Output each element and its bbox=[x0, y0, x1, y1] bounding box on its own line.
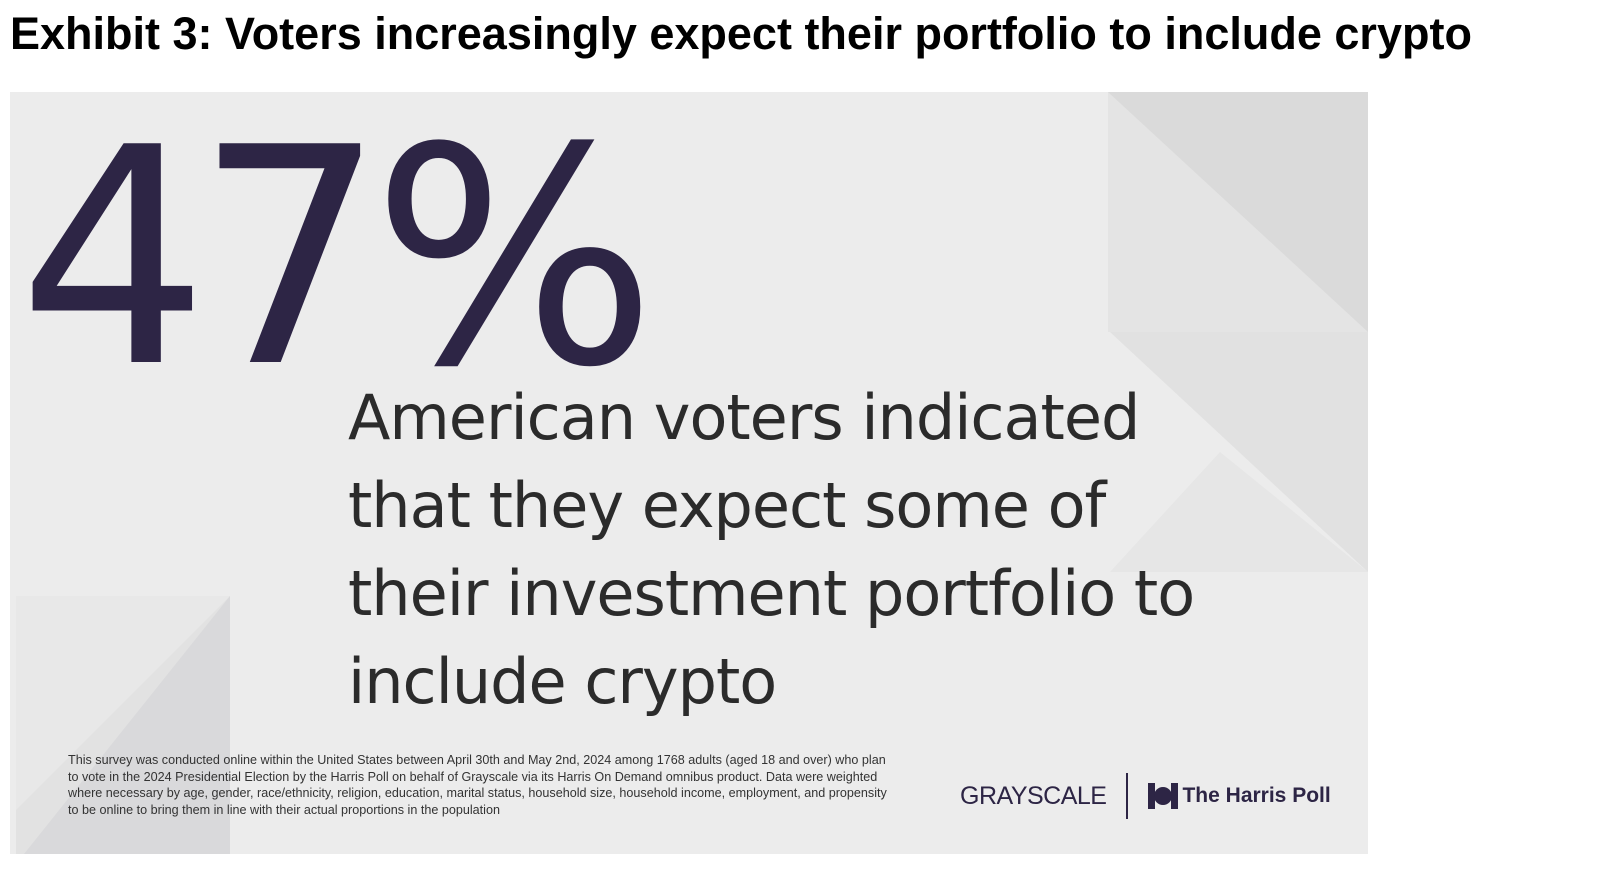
deco-triangle-mid-right bbox=[1110, 332, 1368, 572]
deco-triangle-bottom-left-b bbox=[24, 596, 230, 854]
headline-stat: 47% bbox=[18, 92, 657, 433]
harris-poll-logo: The Harris Poll bbox=[1148, 781, 1331, 811]
infographic-card: 47% American voters indicated that they … bbox=[10, 92, 1368, 854]
stat-statement: American voters indicated that they expe… bbox=[348, 381, 1195, 718]
logo-divider bbox=[1126, 773, 1129, 819]
deco-triangle-lower-right bbox=[1110, 452, 1368, 572]
exhibit-title: Exhibit 3: Voters increasingly expect th… bbox=[10, 8, 1472, 59]
survey-footnote: This survey was conducted online within … bbox=[68, 753, 887, 817]
grayscale-logo: GRAYSCALE bbox=[960, 781, 1107, 810]
harris-poll-name: The Harris Poll bbox=[1182, 784, 1331, 807]
background-decoration bbox=[16, 92, 1368, 854]
logo-bar: GRAYSCALE The Harris Poll bbox=[960, 772, 1331, 820]
harris-poll-logo-icon bbox=[1148, 783, 1179, 809]
deco-triangle-bottom-left-a bbox=[16, 596, 230, 810]
deco-triangle-top-right bbox=[1108, 92, 1368, 332]
